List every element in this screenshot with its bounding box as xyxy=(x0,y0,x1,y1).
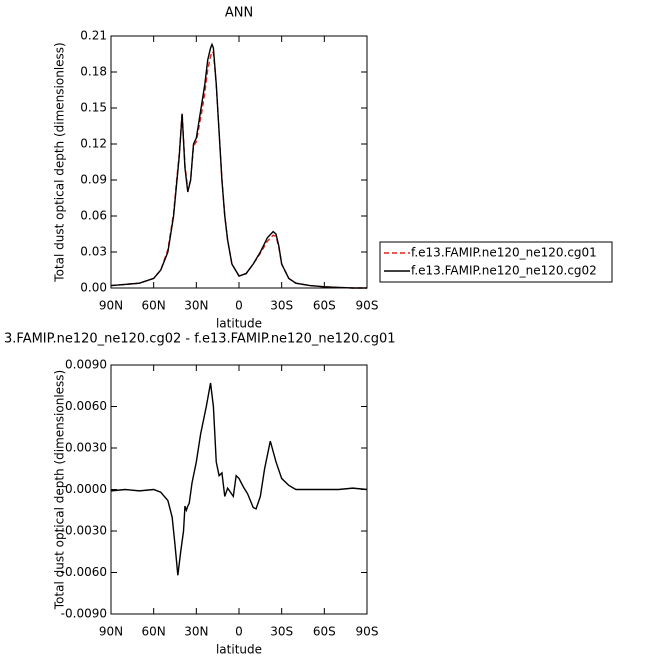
data-line xyxy=(110,382,368,576)
y-tick-label: -0.0060 xyxy=(61,565,107,579)
chart-title: ANN xyxy=(225,6,253,21)
legend-label: f.e13.FAMIP.ne120_ne120.cg01 xyxy=(411,246,597,260)
y-axis-label: Total dust optical depth (dimensionless) xyxy=(53,370,67,610)
y-tick-label: 0.18 xyxy=(80,65,107,79)
x-tick-label: 30N xyxy=(184,625,208,639)
y-tick-label: 0.0090 xyxy=(65,358,107,372)
plot-frame xyxy=(110,35,368,289)
x-tick-label: 0 xyxy=(235,299,243,313)
x-tick-label: 30S xyxy=(270,299,293,313)
x-tick-label: 30N xyxy=(184,299,208,313)
data-line xyxy=(110,50,367,289)
y-axis-label: Total dust optical depth (dimensionless) xyxy=(53,42,67,282)
legend-box xyxy=(379,241,613,283)
y-tick-label: 0.21 xyxy=(80,29,107,43)
x-axis-label: latitude xyxy=(216,317,262,331)
x-tick-label: 0 xyxy=(235,625,243,639)
x-tick-label: 60N xyxy=(142,625,166,639)
y-tick-label: 0.0000 xyxy=(65,482,107,496)
data-line xyxy=(110,42,367,289)
x-tick-label: 30S xyxy=(270,625,293,639)
x-tick-label: 90S xyxy=(356,625,379,639)
x-tick-label: 60N xyxy=(142,299,166,313)
y-tick-label: 0.0030 xyxy=(65,441,107,455)
y-tick-label: -0.0090 xyxy=(61,607,107,621)
y-tick-label: 0.00 xyxy=(80,281,107,295)
y-tick-label: 0.12 xyxy=(80,137,107,151)
x-tick-label: 60S xyxy=(313,299,336,313)
y-tick-label: 0.0060 xyxy=(65,399,107,413)
x-tick-label: 90N xyxy=(99,299,123,313)
y-tick-label: 0.03 xyxy=(80,245,107,259)
y-tick-label: 0.15 xyxy=(80,101,107,115)
x-tick-label: 60S xyxy=(313,625,336,639)
y-tick-label: 0.06 xyxy=(80,209,107,223)
y-tick-label: 0.09 xyxy=(80,173,107,187)
legend-label: f.e13.FAMIP.ne120_ne120.cg02 xyxy=(411,264,597,278)
x-axis-label: latitude xyxy=(216,643,262,657)
y-tick-label: -0.0030 xyxy=(61,524,107,538)
chart-title: 3.FAMIP.ne120_ne120.cg02 - f.e13.FAMIP.n… xyxy=(4,332,396,347)
x-tick-label: 90N xyxy=(99,625,123,639)
x-tick-label: 90S xyxy=(356,299,379,313)
